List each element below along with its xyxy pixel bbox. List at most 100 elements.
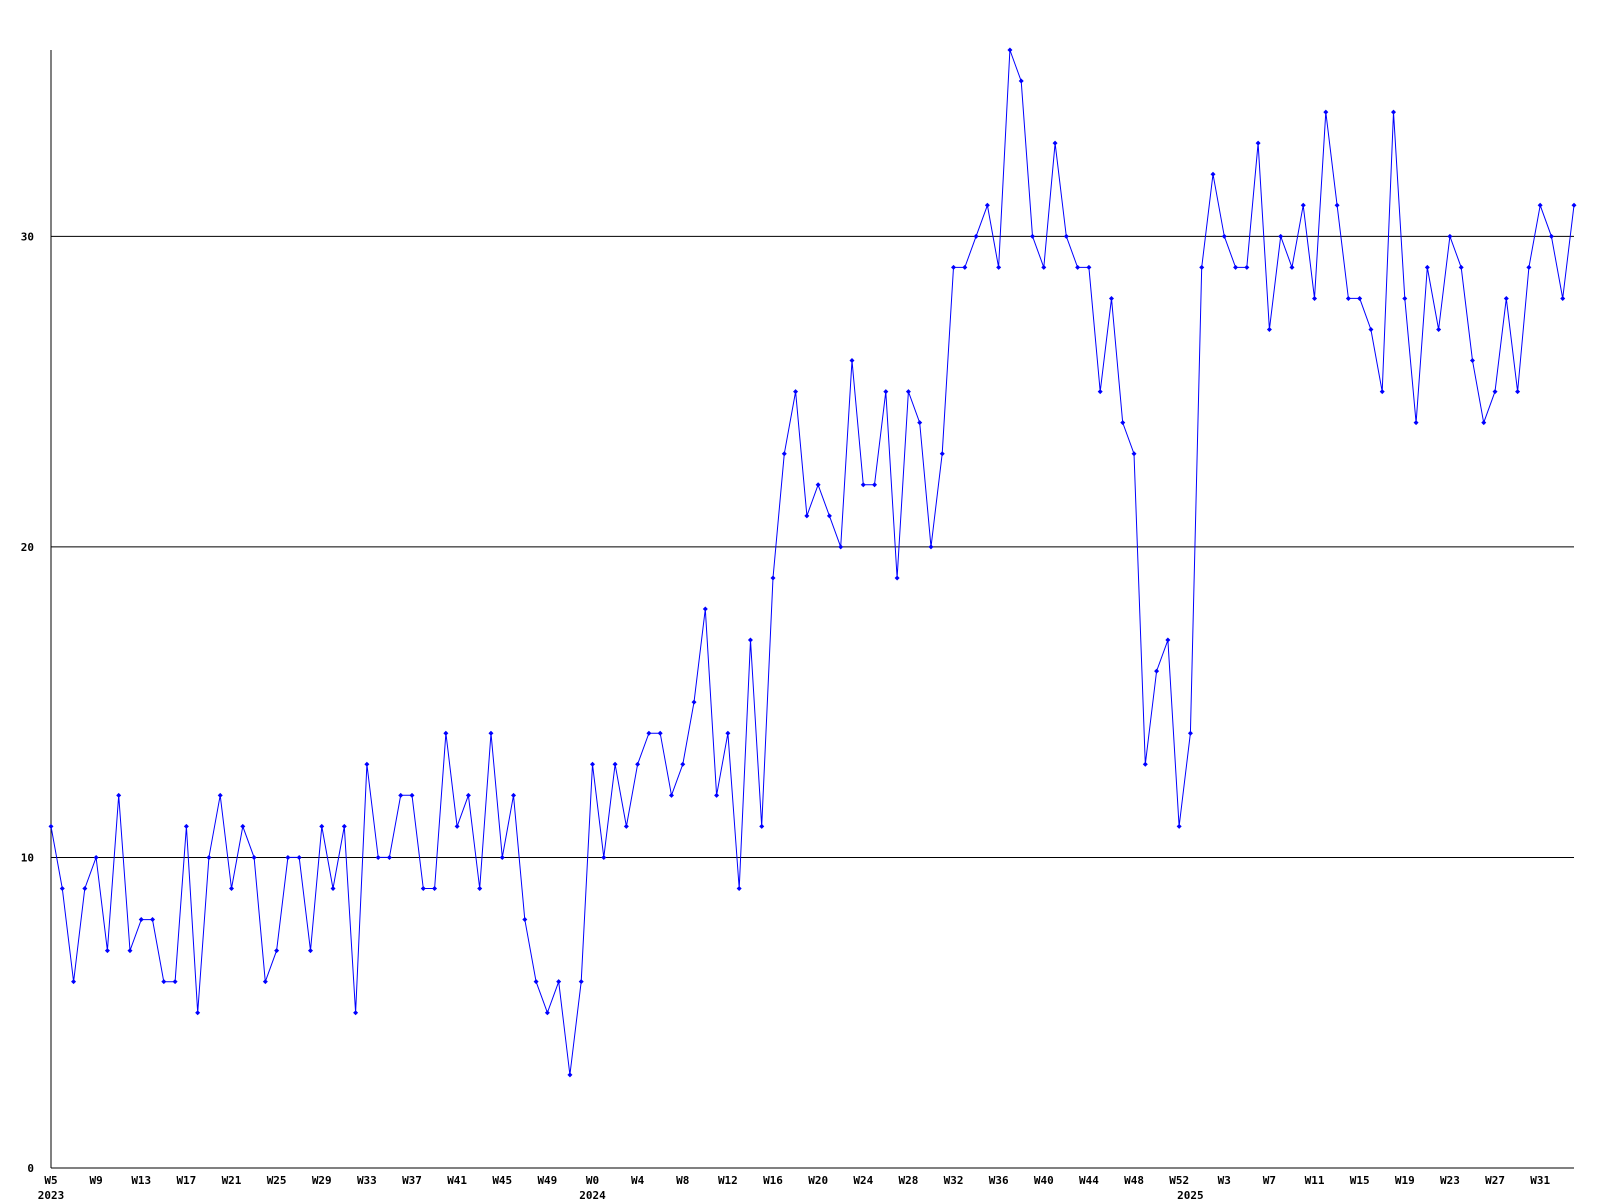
point	[736, 886, 742, 891]
point	[996, 264, 1002, 270]
point	[668, 792, 674, 798]
x-tick-label: W27	[1485, 1174, 1505, 1187]
point	[1503, 295, 1509, 301]
point	[93, 854, 99, 860]
point	[1323, 109, 1329, 115]
x-tick-label: W7	[1263, 1174, 1276, 1187]
point	[183, 823, 189, 829]
point	[623, 823, 629, 829]
y-tick-label: 0	[27, 1162, 34, 1175]
point	[1244, 264, 1250, 270]
x-tick-label: W3	[1218, 1174, 1231, 1187]
point	[894, 575, 900, 581]
point	[1436, 327, 1442, 332]
point	[556, 979, 562, 985]
point	[341, 823, 347, 829]
point	[533, 979, 539, 985]
x-tick-label: W29	[312, 1174, 332, 1187]
x-tick-label: W52	[1169, 1174, 1189, 1187]
point	[1458, 264, 1464, 270]
x-tick-label: W37	[402, 1174, 422, 1187]
point	[409, 792, 415, 798]
x-tick-label: W12	[718, 1174, 738, 1187]
point	[443, 730, 449, 736]
point	[1526, 264, 1532, 270]
point	[939, 451, 945, 457]
point	[1469, 358, 1475, 364]
point	[714, 792, 720, 798]
point	[59, 886, 65, 891]
point	[1560, 295, 1566, 301]
x-tick-label: W23	[1440, 1174, 1460, 1187]
point	[1187, 730, 1193, 736]
x-tick-label: W33	[357, 1174, 377, 1187]
point	[962, 264, 968, 270]
point	[1075, 264, 1081, 270]
point	[1424, 264, 1430, 270]
x-tick-label: W36	[989, 1174, 1009, 1187]
point	[1233, 264, 1239, 270]
point	[127, 948, 133, 954]
point	[511, 792, 517, 798]
point	[1537, 202, 1543, 208]
point	[905, 389, 911, 395]
point	[1492, 389, 1498, 395]
point	[646, 730, 652, 736]
point	[849, 358, 855, 364]
point	[1154, 668, 1160, 674]
point	[860, 482, 866, 488]
point	[386, 854, 392, 860]
x-tick-label: W16	[763, 1174, 783, 1187]
x-tick-label: W21	[222, 1174, 242, 1187]
point	[319, 823, 325, 829]
x-tick-label: W20	[808, 1174, 828, 1187]
point	[1176, 823, 1182, 829]
x-tick-label: W9	[90, 1174, 103, 1187]
point	[217, 792, 223, 798]
point	[1018, 78, 1024, 84]
x-tick-label: W32	[944, 1174, 964, 1187]
x-tick-label: W15	[1350, 1174, 1370, 1187]
point	[1312, 295, 1318, 301]
point	[104, 948, 110, 954]
x-year-label: 2024	[579, 1189, 606, 1200]
point	[206, 854, 212, 860]
point	[375, 854, 381, 860]
point	[601, 854, 607, 860]
point	[1007, 47, 1013, 53]
point	[1289, 264, 1295, 270]
x-tick-label: W19	[1395, 1174, 1415, 1187]
point	[928, 544, 934, 550]
point	[262, 979, 268, 985]
point	[1548, 233, 1554, 239]
point	[725, 730, 731, 736]
point	[770, 575, 776, 581]
point	[1481, 420, 1487, 426]
point	[285, 854, 291, 860]
point	[1334, 202, 1340, 208]
point	[274, 948, 280, 954]
point	[499, 854, 505, 860]
point	[364, 761, 370, 767]
point	[973, 233, 979, 239]
x-tick-label: W45	[492, 1174, 512, 1187]
point	[838, 544, 844, 550]
y-tick-label: 10	[21, 851, 34, 864]
point	[590, 761, 596, 767]
point	[1097, 389, 1103, 395]
x-year-label: 2025	[1177, 1189, 1204, 1200]
point	[353, 1010, 359, 1016]
point	[48, 823, 54, 829]
point	[1357, 295, 1363, 301]
x-tick-label: W49	[537, 1174, 557, 1187]
line	[50, 49, 1575, 1075]
point	[1368, 327, 1374, 332]
point	[578, 979, 584, 985]
point	[1120, 420, 1126, 426]
point	[432, 886, 438, 891]
point	[1165, 637, 1171, 643]
point	[747, 637, 753, 643]
point	[1266, 327, 1272, 332]
point	[398, 792, 404, 798]
point	[1052, 140, 1058, 146]
